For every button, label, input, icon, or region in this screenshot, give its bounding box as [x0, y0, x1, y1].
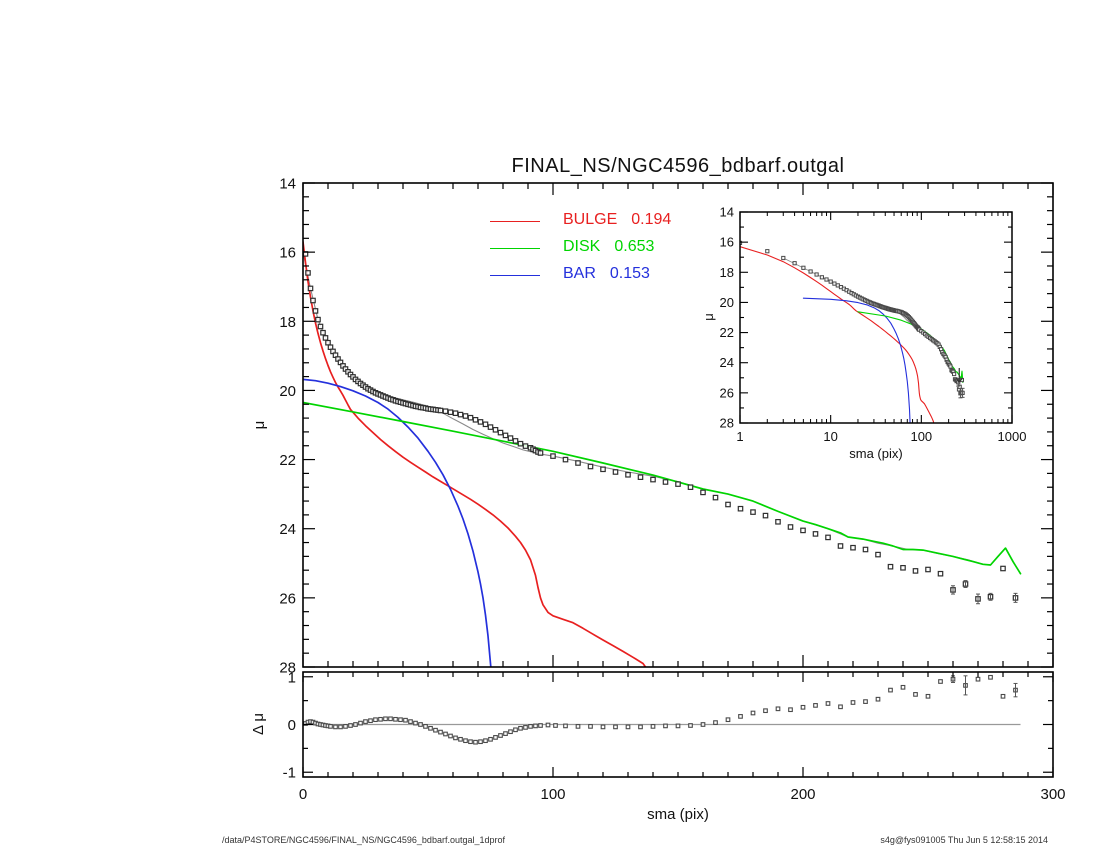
svg-text:18: 18: [279, 314, 296, 331]
svg-text:28: 28: [720, 416, 734, 431]
legend-label-bar: BAR 0.153: [563, 265, 650, 283]
svg-text:18: 18: [720, 265, 734, 280]
main-panel: 14 16 18 20 22 24 26 28 μ: [251, 176, 1054, 677]
svg-text:0: 0: [288, 717, 296, 734]
svg-text:-1: -1: [283, 765, 296, 782]
svg-text:sma (pix): sma (pix): [849, 446, 902, 461]
svg-text:22: 22: [720, 325, 734, 340]
svg-text:1: 1: [736, 429, 743, 444]
svg-text:24: 24: [279, 521, 296, 538]
svg-text:μ: μ: [251, 421, 268, 430]
svg-text:μ: μ: [701, 313, 716, 321]
svg-text:24: 24: [720, 355, 734, 370]
svg-text:20: 20: [720, 295, 734, 310]
svg-text:26: 26: [720, 385, 734, 400]
svg-text:14: 14: [279, 176, 296, 193]
bar-line-sample: [490, 275, 540, 276]
svg-text:Δ μ: Δ μ: [250, 713, 267, 735]
svg-text:14: 14: [720, 205, 734, 220]
svg-text:0: 0: [299, 786, 307, 803]
svg-text:200: 200: [790, 786, 815, 803]
svg-text:10: 10: [823, 429, 837, 444]
legend-label-disk: DISK 0.653: [563, 238, 654, 256]
page-title: FINAL_NS/NGC4596_bdbarf.outgal: [511, 155, 845, 177]
svg-text:100: 100: [540, 786, 565, 803]
legend-label-bulge: BULGE 0.194: [563, 211, 671, 229]
disk-line-sample: [490, 248, 540, 249]
svg-text:16: 16: [720, 235, 734, 250]
inset-panel: 14 16 18 20 22 24 26 281 10 100 1000 sma (pix) μ: [701, 205, 1026, 462]
bulge-label: BULGE: [563, 211, 618, 228]
svg-text:300: 300: [1040, 786, 1065, 803]
svg-text:1: 1: [288, 669, 296, 686]
disk-label: DISK: [563, 238, 601, 255]
bar-value: 0.153: [609, 265, 650, 282]
svg-text:20: 20: [279, 383, 296, 400]
bulge-value: 0.194: [631, 211, 672, 228]
svg-text:28: 28: [279, 660, 296, 677]
bar-label: BAR: [563, 265, 596, 282]
bulge-line-sample: [490, 221, 540, 222]
svg-text:sma (pix): sma (pix): [647, 806, 709, 823]
svg-text:16: 16: [279, 245, 296, 262]
footer-timestamp: s4g@fys091005 Thu Jun 5 12:58:15 2014: [880, 835, 1048, 845]
svg-text:1000: 1000: [998, 429, 1027, 444]
svg-text:26: 26: [279, 590, 296, 607]
svg-text:22: 22: [279, 452, 296, 469]
svg-text:100: 100: [910, 429, 932, 444]
disk-value: 0.653: [614, 238, 655, 255]
footer-filepath: /data/P4STORE/NGC4596/FINAL_NS/NGC4596_b…: [222, 835, 505, 845]
